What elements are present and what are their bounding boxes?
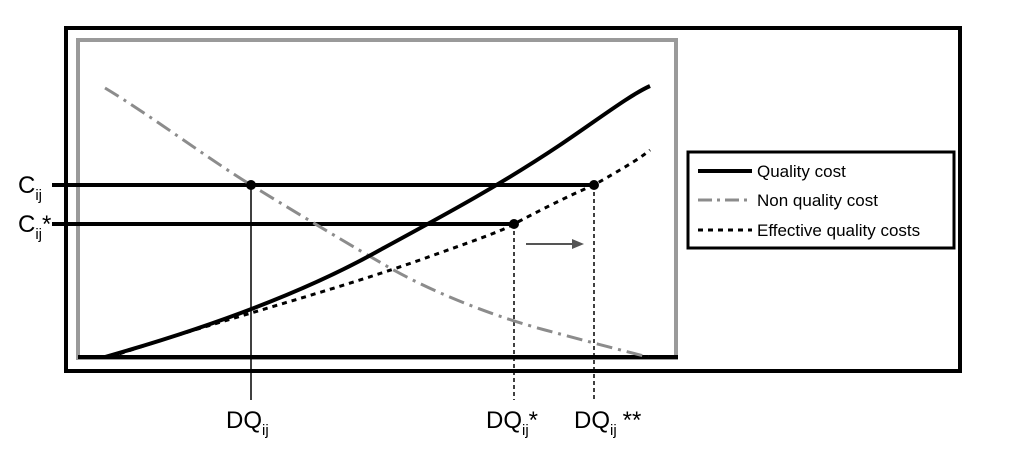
- non-quality-cost-curve: [104, 86, 649, 359]
- c-label: Cij: [18, 172, 42, 204]
- plot-frame: [76, 38, 678, 360]
- point-dq-c: [246, 180, 256, 190]
- dq-label: DQij: [226, 407, 269, 439]
- dq-star-label: DQij*: [486, 407, 538, 439]
- legend-effective-quality-costs-label: Effective quality costs: [757, 221, 920, 240]
- outer-frame: [64, 26, 962, 373]
- shift-arrow: [526, 239, 584, 249]
- legend-non-quality-cost-label: Non quality cost: [757, 191, 878, 210]
- effective-quality-costs-curve: [109, 148, 651, 359]
- legend: Quality cost Non quality cost Effective …: [686, 150, 956, 250]
- legend-quality-cost-label: Quality cost: [757, 162, 846, 181]
- c-star-label: Cij*: [18, 211, 51, 243]
- dq-dstar-label: DQij **: [574, 407, 641, 439]
- point-dq-dstar-c: [589, 180, 599, 190]
- point-dq-star-c-star: [509, 219, 519, 229]
- quality-cost-curve: [104, 84, 651, 359]
